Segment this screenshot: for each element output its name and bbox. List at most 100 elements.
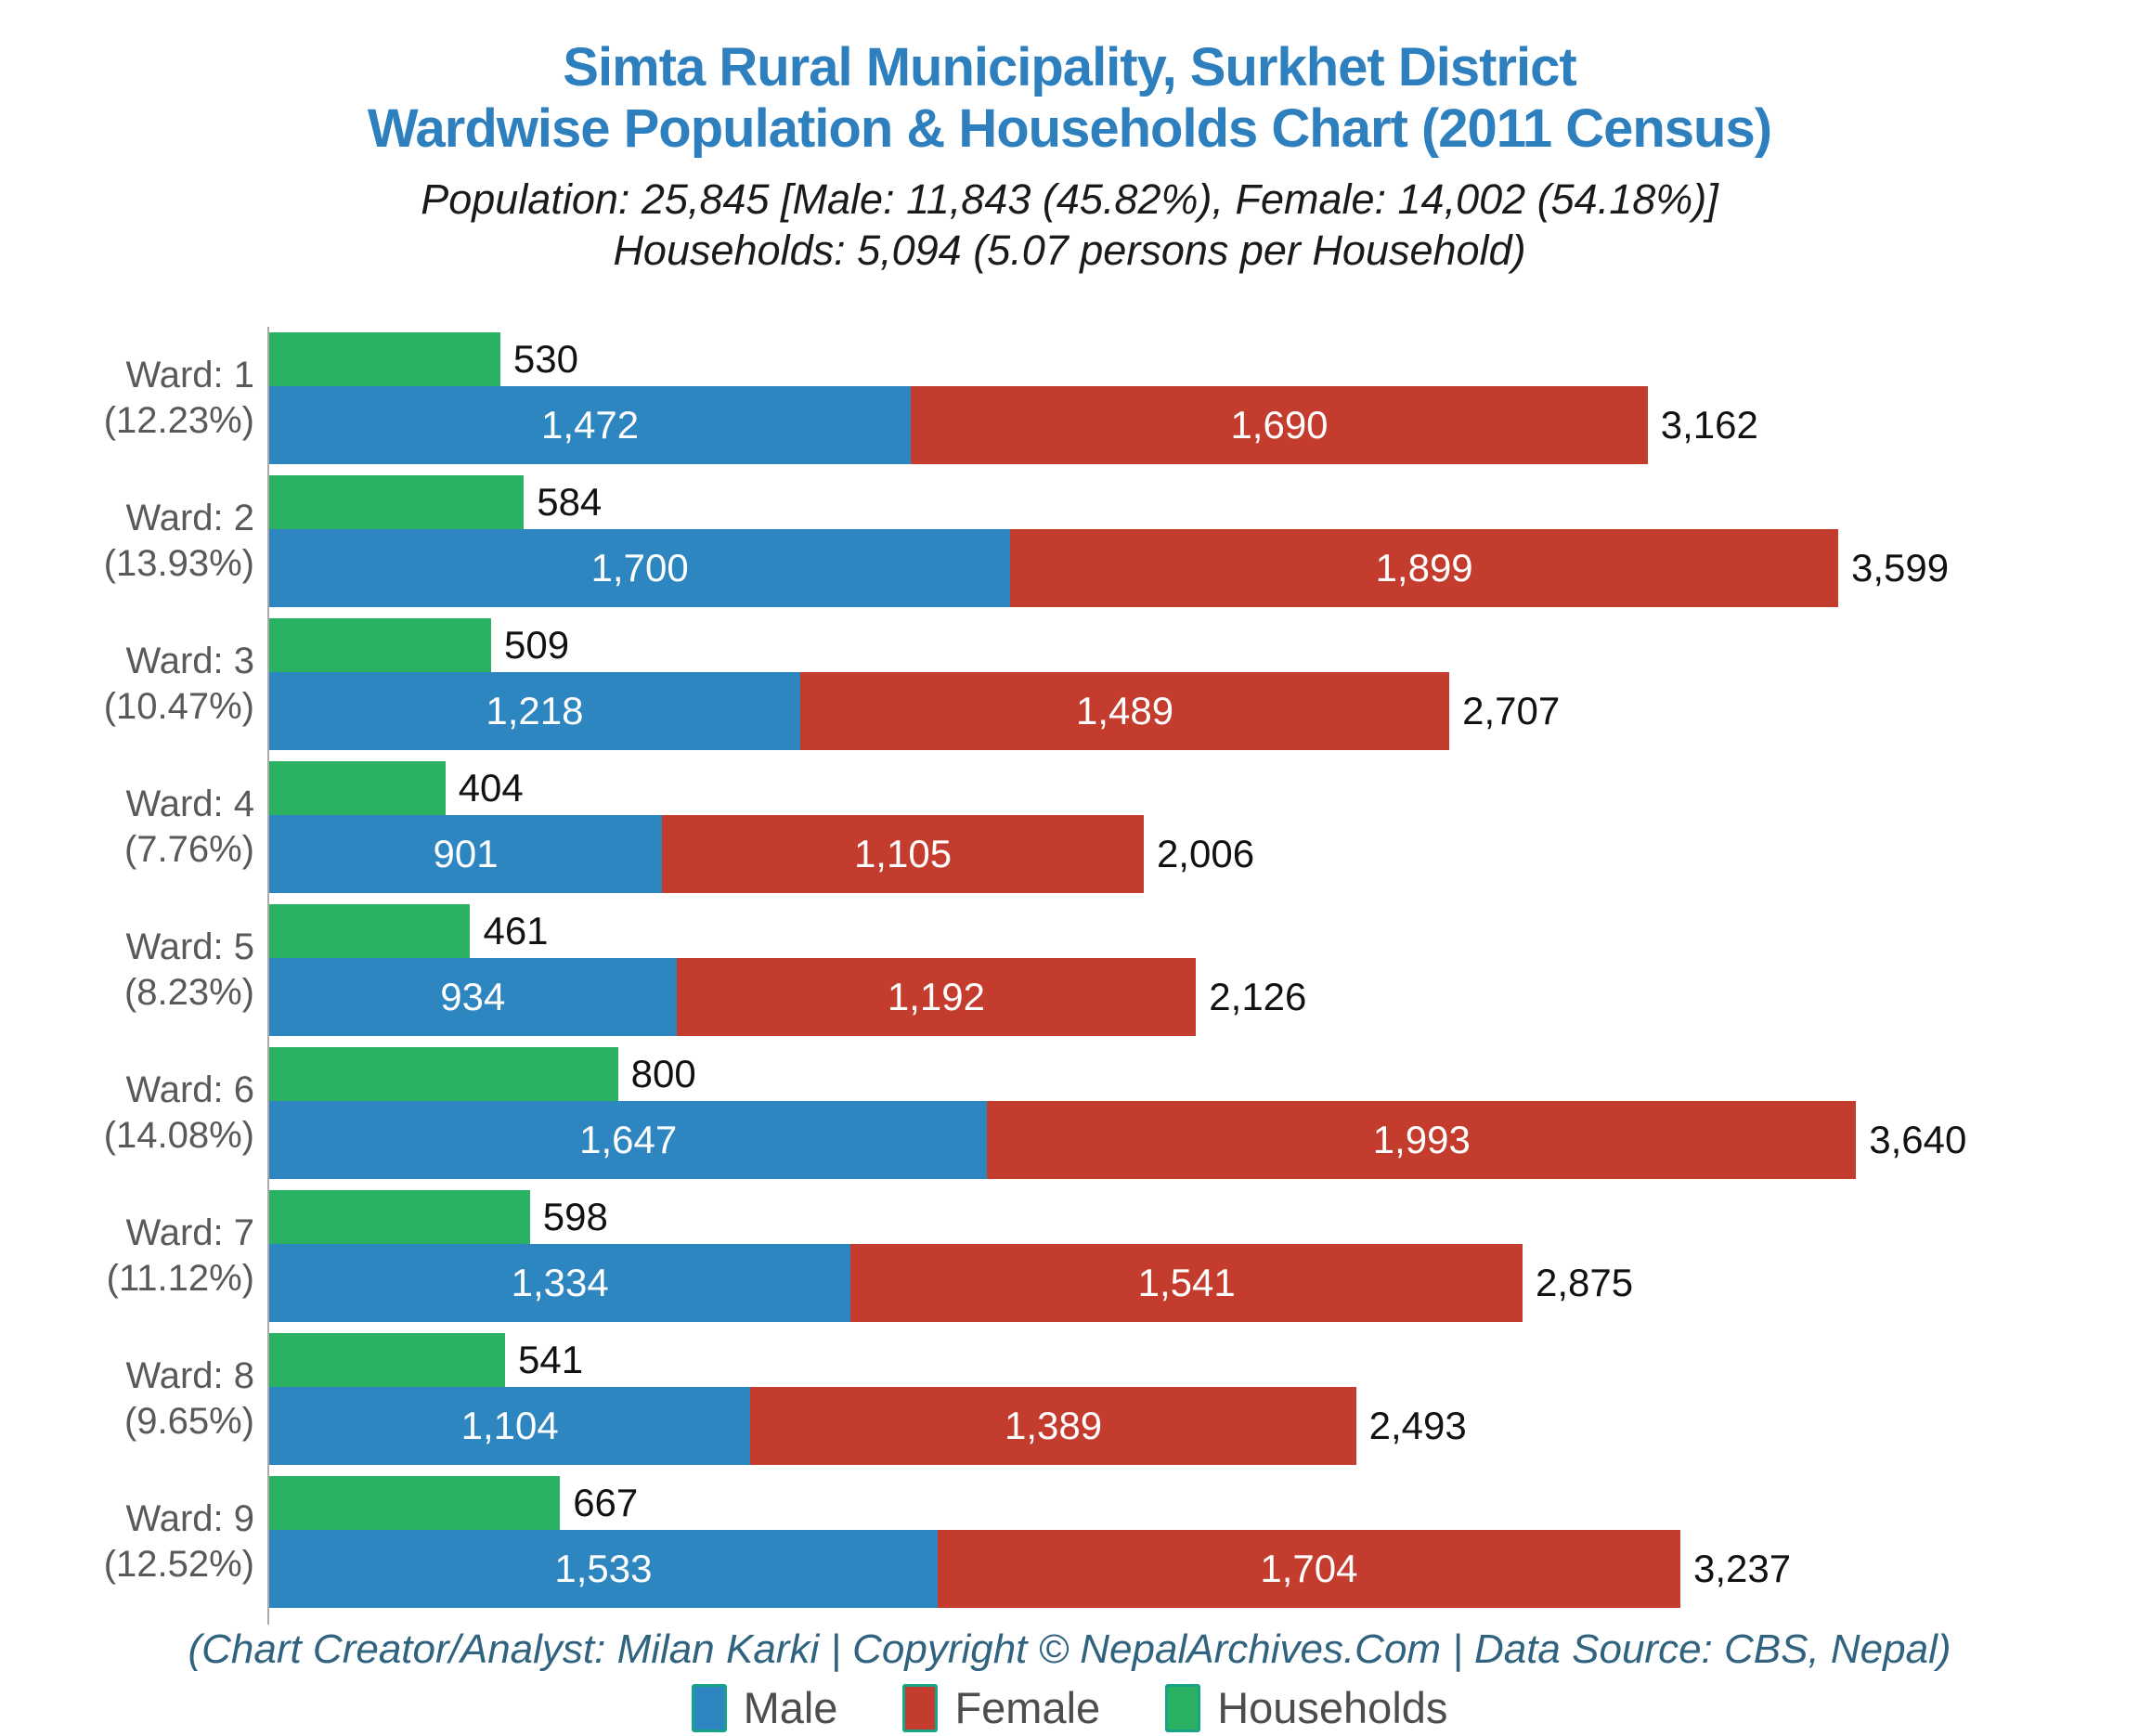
legend-label-male: Male — [743, 1683, 838, 1732]
ward-name: Ward: 3 — [125, 641, 254, 682]
ward-row: Ward: 6 (14.08%) 800 1,647 1,993 3,640 — [0, 1047, 2139, 1179]
male-bar: 1,700 — [269, 529, 1011, 607]
ward-bars: 461 934 1,192 2,126 — [269, 904, 2139, 1036]
chart-title-line2: Wardwise Population & Households Chart (… — [367, 98, 1772, 160]
female-value: 1,105 — [853, 832, 953, 875]
households-bar — [269, 332, 500, 386]
population-line: 1,647 1,993 3,640 — [269, 1101, 2139, 1179]
female-value: 1,704 — [1260, 1547, 1358, 1590]
population-line: 901 1,105 2,006 — [269, 815, 2139, 893]
male-value: 1,700 — [590, 546, 689, 589]
households-bar — [269, 618, 491, 672]
ward-row: Ward: 8 (9.65%) 541 1,104 1,389 2,493 — [0, 1333, 2139, 1465]
ward-label: Ward: 4 (7.76%) — [0, 782, 269, 873]
female-bar: 1,690 — [911, 386, 1648, 464]
households-bar — [269, 1333, 506, 1387]
total-value: 3,237 — [1692, 1547, 1792, 1590]
legend-label-female: Female — [954, 1683, 1101, 1732]
ward-percent: (8.23%) — [123, 972, 254, 1013]
female-bar: 1,704 — [937, 1530, 1680, 1608]
ward-percent: (7.76%) — [123, 829, 254, 870]
ward-percent: (13.93%) — [103, 543, 254, 584]
ward-row: Ward: 2 (13.93%) 584 1,700 1,899 3,599 — [0, 475, 2139, 607]
ward-percent: (10.47%) — [103, 686, 254, 727]
ward-name: Ward: 9 — [125, 1498, 254, 1540]
households-line: 800 — [269, 1047, 2139, 1101]
households-value: 461 — [483, 909, 549, 952]
male-swatch-icon — [691, 1683, 727, 1732]
ward-bars: 530 1,472 1,690 3,162 — [269, 332, 2139, 464]
ward-label: Ward: 2 (13.93%) — [0, 496, 269, 587]
female-value: 1,541 — [1137, 1261, 1236, 1304]
male-bar: 934 — [269, 958, 677, 1036]
households-bar — [269, 761, 446, 815]
households-line: 530 — [269, 332, 2139, 386]
male-bar: 1,334 — [269, 1244, 851, 1322]
female-value: 1,192 — [887, 975, 985, 1018]
ward-row: Ward: 9 (12.52%) 667 1,533 1,704 3,237 — [0, 1476, 2139, 1608]
legend-item-households: Households — [1165, 1682, 1447, 1733]
legend-item-female: Female — [902, 1682, 1100, 1733]
female-bar: 1,105 — [662, 815, 1144, 893]
households-value: 509 — [504, 623, 570, 667]
ward-bars: 598 1,334 1,541 2,875 — [269, 1190, 2139, 1322]
households-line: 541 — [269, 1333, 2139, 1387]
chart-title-line1: Simta Rural Municipality, Surkhet Distri… — [563, 37, 1576, 97]
population-line: 1,104 1,389 2,493 — [269, 1387, 2139, 1465]
ward-label: Ward: 9 (12.52%) — [0, 1496, 269, 1587]
female-value: 1,899 — [1375, 546, 1473, 589]
households-line: 584 — [269, 475, 2139, 529]
male-value: 934 — [440, 975, 506, 1018]
female-swatch-icon — [902, 1683, 939, 1732]
ward-percent: (12.23%) — [103, 400, 254, 441]
total-value: 3,599 — [1850, 546, 1950, 589]
chart-title: Simta Rural Municipality, Surkhet Distri… — [0, 37, 2139, 160]
ward-bars: 800 1,647 1,993 3,640 — [269, 1047, 2139, 1179]
households-line: 404 — [269, 761, 2139, 815]
male-value: 1,334 — [511, 1261, 609, 1304]
households-value: 530 — [512, 337, 578, 381]
female-bar: 1,489 — [799, 672, 1450, 750]
male-value: 901 — [433, 832, 499, 875]
female-bar: 1,993 — [987, 1101, 1857, 1179]
ward-bars: 584 1,700 1,899 3,599 — [269, 475, 2139, 607]
ward-row: Ward: 1 (12.23%) 530 1,472 1,690 3,162 — [0, 332, 2139, 464]
population-line: 1,218 1,489 2,707 — [269, 672, 2139, 750]
ward-label: Ward: 8 (9.65%) — [0, 1354, 269, 1445]
ward-name: Ward: 1 — [125, 355, 254, 396]
male-bar: 901 — [269, 815, 663, 893]
households-line: 598 — [269, 1190, 2139, 1244]
ward-label: Ward: 3 (10.47%) — [0, 639, 269, 730]
female-value: 1,690 — [1230, 403, 1329, 447]
male-bar: 1,104 — [269, 1387, 751, 1465]
female-bar: 1,541 — [850, 1244, 1523, 1322]
ward-percent: (11.12%) — [106, 1258, 254, 1299]
credit-line: (Chart Creator/Analyst: Milan Karki | Co… — [188, 1626, 1951, 1672]
ward-percent: (12.52%) — [103, 1544, 254, 1585]
female-value: 1,993 — [1372, 1118, 1471, 1161]
ward-row: Ward: 3 (10.47%) 509 1,218 1,489 2,707 — [0, 618, 2139, 750]
plot-area: Ward: 1 (12.23%) 530 1,472 1,690 3,162 W… — [0, 327, 2139, 1625]
households-swatch-icon — [1165, 1683, 1201, 1732]
households-value: 584 — [537, 480, 603, 524]
ward-name: Ward: 6 — [125, 1069, 254, 1111]
total-value: 2,707 — [1462, 689, 1561, 732]
population-line: 1,334 1,541 2,875 — [269, 1244, 2139, 1322]
households-value: 541 — [518, 1338, 584, 1381]
households-line: 461 — [269, 904, 2139, 958]
chart-subtitle-line2: Households: 5,094 (5.07 persons per Hous… — [613, 227, 1526, 275]
male-value: 1,647 — [579, 1118, 678, 1161]
households-value: 800 — [630, 1052, 696, 1095]
male-bar: 1,647 — [269, 1101, 988, 1179]
male-bar: 1,472 — [269, 386, 912, 464]
households-bar — [269, 1190, 530, 1244]
total-value: 3,162 — [1660, 403, 1758, 447]
legend-label-households: Households — [1217, 1683, 1448, 1732]
chart-subtitle: Population: 25,845 [Male: 11,843 (45.82%… — [0, 175, 2139, 277]
population-line: 1,472 1,690 3,162 — [269, 386, 2139, 464]
chart-subtitle-line1: Population: 25,845 [Male: 11,843 (45.82%… — [421, 175, 1718, 224]
total-value: 2,006 — [1156, 832, 1255, 875]
male-bar: 1,218 — [269, 672, 800, 750]
ward-name: Ward: 7 — [125, 1212, 254, 1254]
